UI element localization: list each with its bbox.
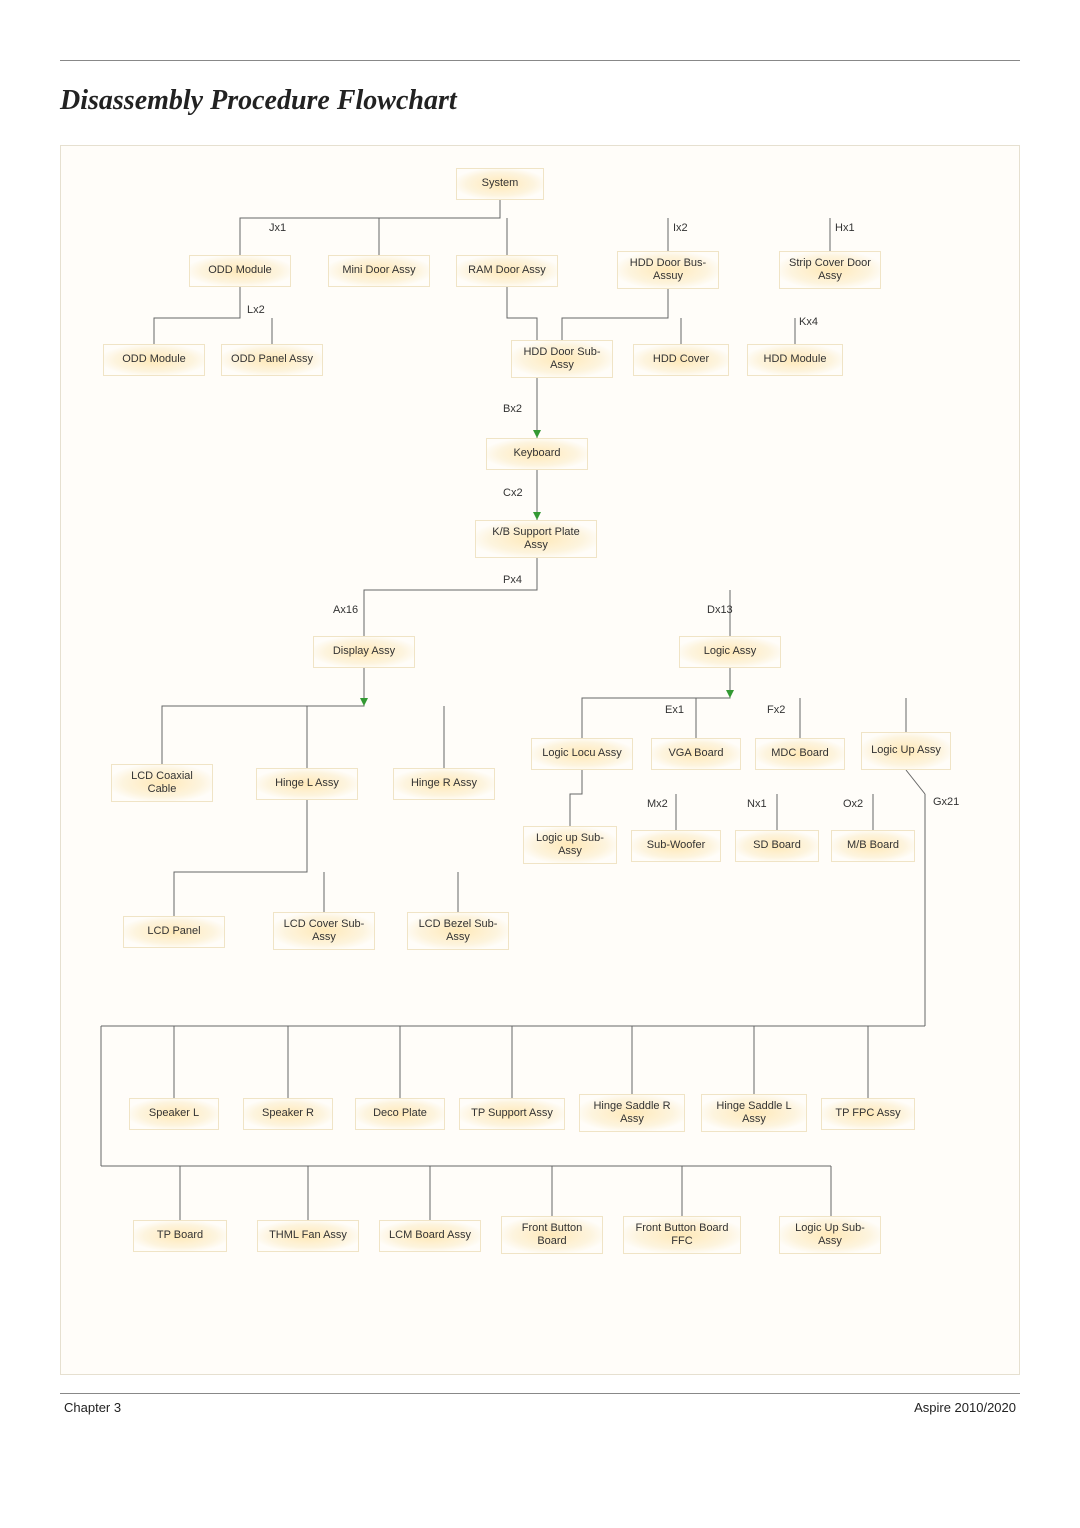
flow-node-sub_woofer: Sub-Woofer [631, 830, 721, 862]
flow-node-mini_door: Mini Door Assy [328, 255, 430, 287]
edge-label: Ex1 [665, 704, 684, 716]
edge-label: Px4 [503, 574, 522, 586]
page-title: Disassembly Procedure Flowchart [60, 85, 1020, 117]
flow-node-system: System [456, 168, 544, 200]
flow-node-strip_cover: Strip Cover Door Assy [779, 251, 881, 289]
edge-label: Fx2 [767, 704, 785, 716]
flow-node-mdc_board: MDC Board [755, 738, 845, 770]
edge-label: Ax16 [333, 604, 358, 616]
footer-right: Aspire 2010/2020 [914, 1400, 1016, 1415]
flow-node-hdd_cover: HDD Cover [633, 344, 729, 376]
flow-node-hdd_door_bus: HDD Door Bus-Assuy [617, 251, 719, 289]
flow-node-deco_plate: Deco Plate [355, 1098, 445, 1130]
edge-label: Mx2 [647, 798, 668, 810]
flow-node-lcd_bezel_sub: LCD Bezel Sub-Assy [407, 912, 509, 950]
flow-node-lcd_cover_sub: LCD Cover Sub-Assy [273, 912, 375, 950]
flow-node-kb_support: K/B Support Plate Assy [475, 520, 597, 558]
flow-node-lcd_panel: LCD Panel [123, 916, 225, 948]
edge-label: Lx2 [247, 304, 265, 316]
edge-label: Cx2 [503, 487, 523, 499]
flow-node-odd_module: ODD Module [189, 255, 291, 287]
edge-label: Ox2 [843, 798, 863, 810]
flow-node-speaker_r: Speaker R [243, 1098, 333, 1130]
flow-node-ram_door: RAM Door Assy [456, 255, 558, 287]
flow-node-hinge_r: Hinge R Assy [393, 768, 495, 800]
flow-node-front_btn_board: Front Button Board [501, 1216, 603, 1254]
bottom-rule [60, 1393, 1020, 1394]
edge-label: Jx1 [269, 222, 286, 234]
flow-node-tp_board: TP Board [133, 1220, 227, 1252]
edge-label: Nx1 [747, 798, 767, 810]
edge-label: Bx2 [503, 403, 522, 415]
edge-label: Hx1 [835, 222, 855, 234]
flow-node-odd_panel: ODD Panel Assy [221, 344, 323, 376]
flow-node-thml_fan: THML Fan Assy [257, 1220, 359, 1252]
flow-node-sd_board: SD Board [735, 830, 819, 862]
flow-node-odd_module2: ODD Module [103, 344, 205, 376]
edge-label: Gx21 [933, 796, 959, 808]
flow-node-display_assy: Display Assy [313, 636, 415, 668]
flowchart-canvas: System ODD Module Mini Door Assy RAM Door A… [60, 145, 1020, 1375]
flow-node-hinge_saddle_l: Hinge Saddle L Assy [701, 1094, 807, 1132]
flow-node-hinge_saddle_r: Hinge Saddle R Assy [579, 1094, 685, 1132]
flow-node-logic_assy: Logic Assy [679, 636, 781, 668]
flow-node-logic_up_sub: Logic up Sub-Assy [523, 826, 617, 864]
flow-node-hdd_module: HDD Module [747, 344, 843, 376]
flow-node-logic_locu: Logic Locu Assy [531, 738, 633, 770]
flow-node-front_btn_ffc: Front Button Board FFC [623, 1216, 741, 1254]
flow-node-lcd_coax: LCD Coaxial Cable [111, 764, 213, 802]
flow-node-hinge_l: Hinge L Assy [256, 768, 358, 800]
flow-node-logic_up_assy: Logic Up Assy [861, 732, 951, 770]
flow-node-speaker_l: Speaker L [129, 1098, 219, 1130]
flow-node-vga_board: VGA Board [651, 738, 741, 770]
flow-node-tp_support: TP Support Assy [459, 1098, 565, 1130]
edge-label: Dx13 [707, 604, 733, 616]
flow-node-mb_board: M/B Board [831, 830, 915, 862]
footer-left: Chapter 3 [64, 1400, 121, 1415]
edge-label: Kx4 [799, 316, 818, 328]
flow-node-lcm_board: LCM Board Assy [379, 1220, 481, 1252]
top-rule [60, 60, 1020, 61]
edge-label: Ix2 [673, 222, 688, 234]
flow-node-tp_fpc: TP FPC Assy [821, 1098, 915, 1130]
flow-node-keyboard: Keyboard [486, 438, 588, 470]
flow-node-logic_up_sub2: Logic Up Sub-Assy [779, 1216, 881, 1254]
flow-node-hdd_door_sub: HDD Door Sub-Assy [511, 340, 613, 378]
page-footer: Chapter 3 Aspire 2010/2020 [60, 1400, 1020, 1415]
